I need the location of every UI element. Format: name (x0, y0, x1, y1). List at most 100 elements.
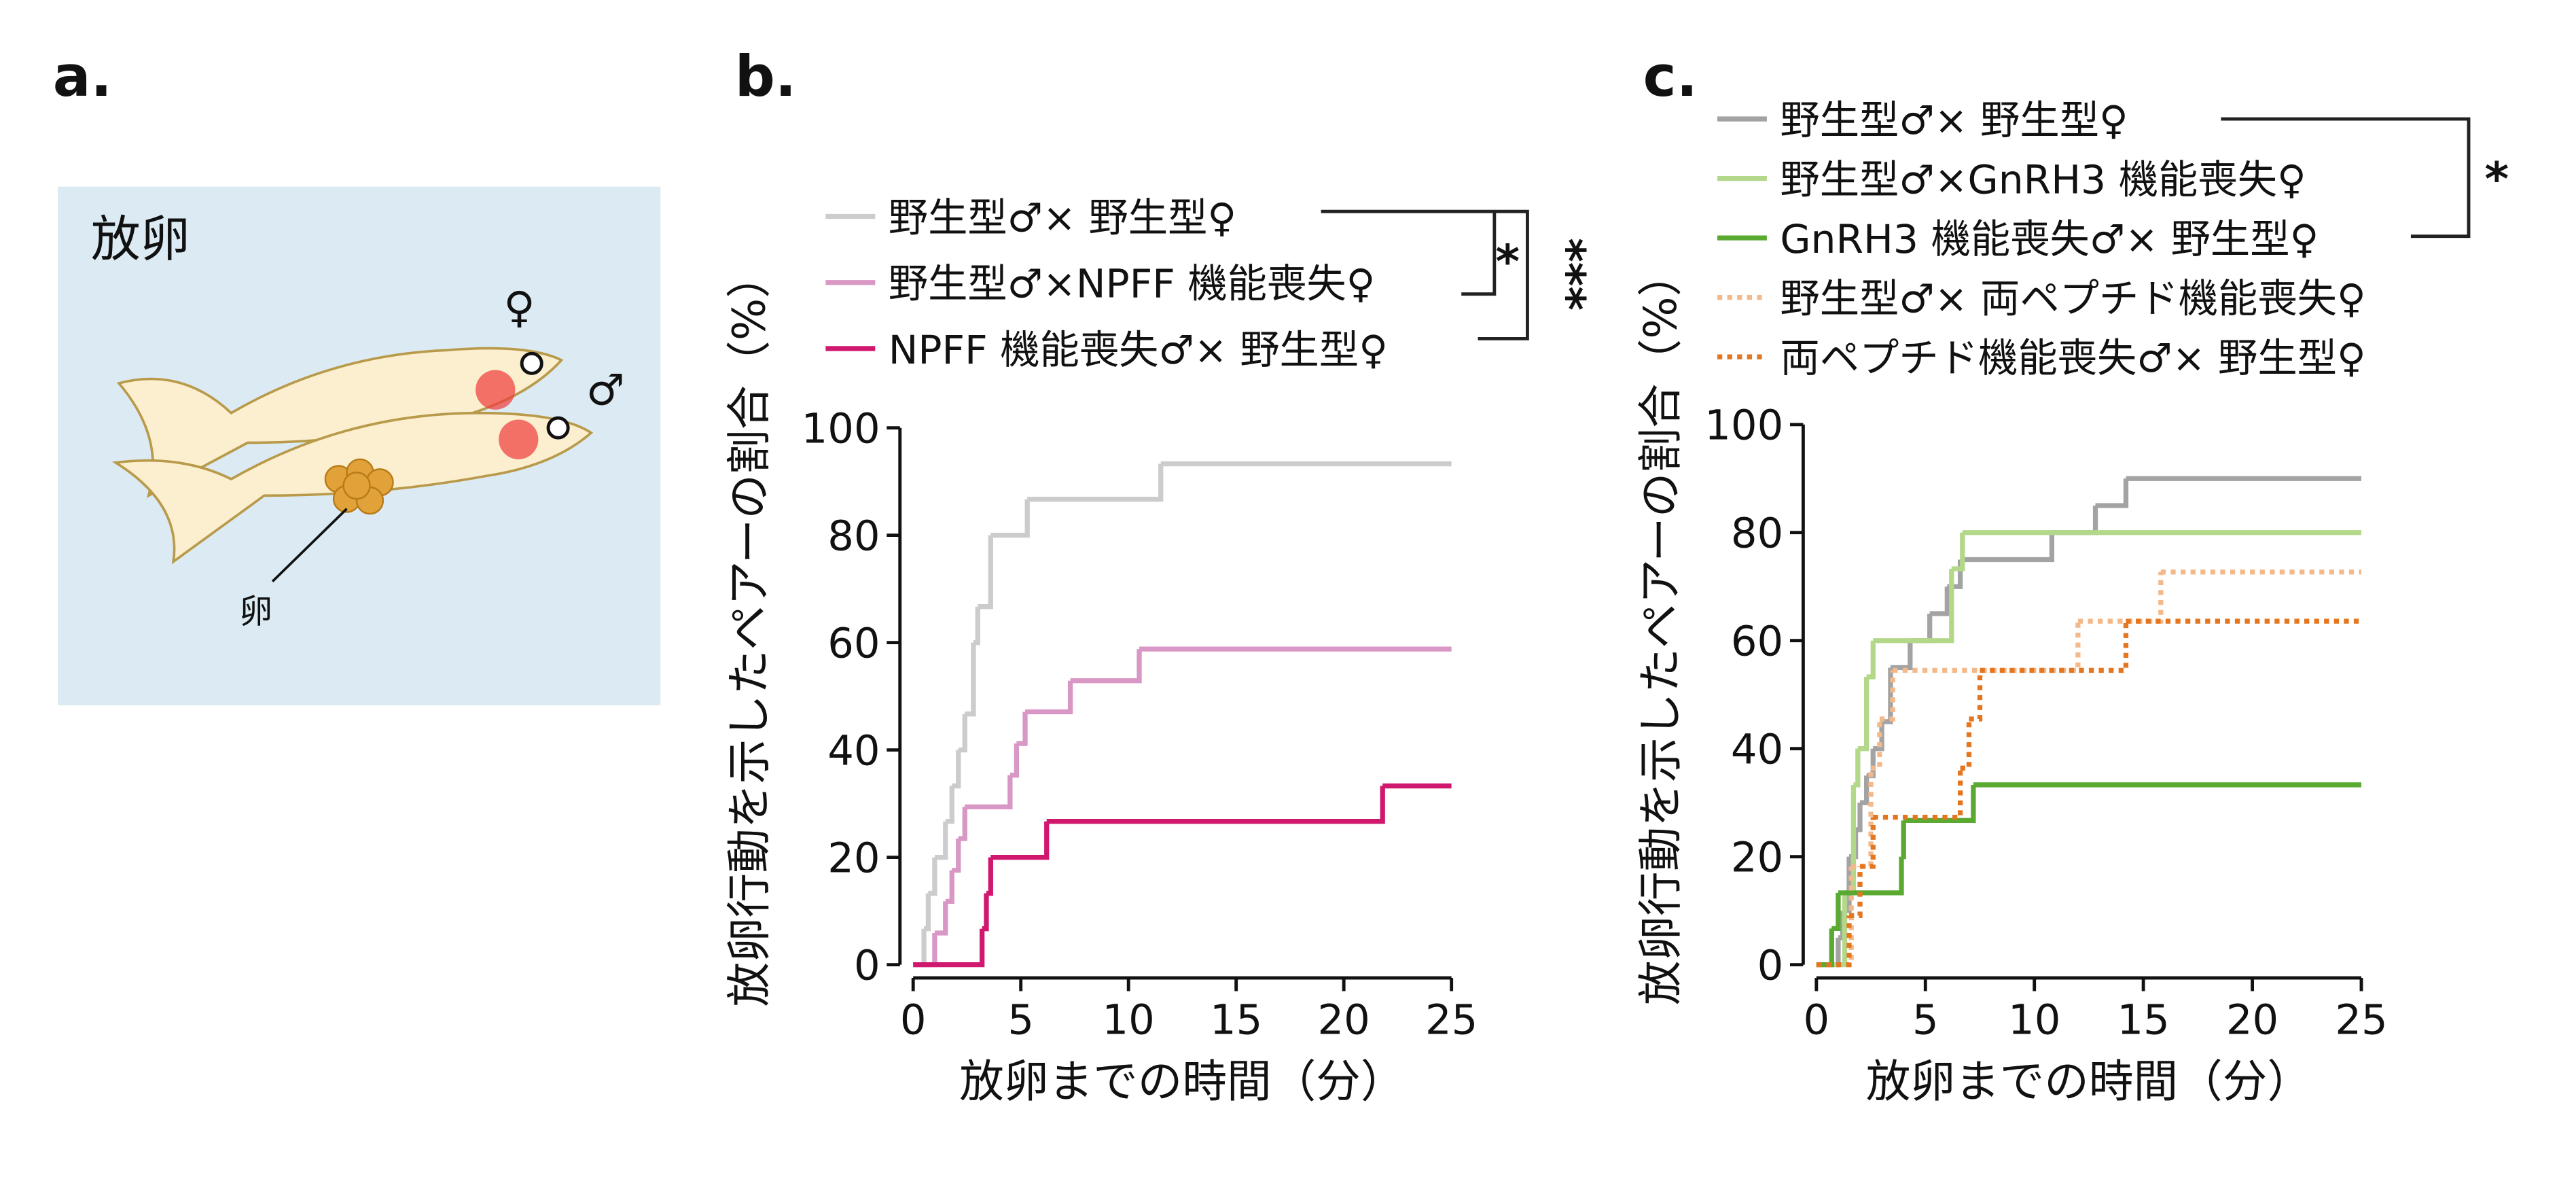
step-segment (1960, 532, 2055, 563)
x-tick-label: 20 (2226, 997, 2278, 1044)
y-tick-label: 100 (1704, 402, 1783, 450)
step-segment (945, 870, 954, 904)
y-tick-label: 40 (827, 728, 880, 775)
eye (546, 416, 570, 440)
legend-label: 野生型♂× 両ペプチド機能喪失♀ (1780, 275, 2365, 321)
step-segment (1816, 937, 1841, 968)
step-segment (1016, 711, 1028, 746)
y-axis-label: 放卵行動を示したペアーの割合（%） (723, 253, 775, 1006)
y-tick-label: 60 (827, 620, 880, 668)
step-segment (1853, 748, 1861, 788)
blush (499, 419, 539, 459)
step-segment (1903, 784, 1976, 824)
step-segment (1910, 613, 1933, 644)
step-segment (1879, 670, 1895, 722)
x-tick-label: 10 (1103, 997, 1155, 1044)
step-segment (934, 901, 948, 936)
step-segment (2077, 571, 2164, 624)
step-segment (958, 807, 967, 841)
step-segment (1009, 743, 1020, 778)
y-tick-label: 0 (854, 943, 880, 990)
step-segment (1873, 721, 1884, 752)
bracket (2221, 117, 2471, 239)
brackets (1321, 117, 2471, 340)
step-segment (1866, 748, 1876, 779)
y-tick-label: 20 (827, 835, 880, 883)
step-segment (945, 786, 954, 824)
step-segment (1831, 892, 1841, 932)
step-segment (965, 775, 1013, 810)
step-segment (1855, 803, 1863, 832)
step-segment (1816, 928, 1834, 968)
x-tick-label: 5 (1007, 997, 1034, 1044)
step-segment (952, 750, 961, 789)
significance: *** (1541, 238, 1594, 311)
step-segment (2052, 505, 2098, 535)
step-segment (1882, 667, 1893, 724)
fish-female (116, 347, 564, 498)
x-axis-label: 放卵までの時間（分） (959, 1056, 1405, 1108)
step-segment (1860, 817, 1876, 869)
step-segment (1871, 718, 1882, 771)
step-segment (924, 893, 931, 932)
bracket (1461, 211, 1497, 296)
y-tick-label: 80 (1731, 510, 1783, 558)
legend-label: GnRH3 機能喪失♂× 野生型♀ (1780, 216, 2319, 262)
x-tick-label: 0 (1804, 997, 1830, 1044)
step-segment (1951, 532, 1965, 571)
x-tick-label: 15 (2117, 997, 2169, 1044)
legend-label: 野生型♂×GnRH3 機能喪失♀ (1780, 156, 2306, 203)
male-symbol: ♂ (586, 365, 625, 415)
x-tick-label: 25 (2335, 997, 2387, 1044)
step-segment (1860, 775, 1870, 805)
step-segment (1070, 649, 1142, 684)
legend-label: 野生型♂× 野生型♀ (889, 194, 1236, 241)
step-segment (2095, 478, 2129, 508)
y-tick-label: 80 (827, 513, 880, 561)
step-segment (982, 893, 989, 932)
x-tick-label: 25 (1425, 997, 1478, 1044)
y-tick-label: 20 (1731, 834, 1783, 882)
illustration: 放卵 卵 ♀ ♂ (58, 186, 661, 705)
y-tick-label: 60 (1731, 618, 1783, 666)
step-segment (990, 499, 1030, 538)
step-segment (1848, 866, 1863, 918)
y-tick-label: 0 (1757, 943, 1784, 990)
step-segment (990, 821, 1050, 860)
step-segment (1901, 820, 1906, 860)
blush (476, 370, 516, 410)
step-segment (1890, 640, 1913, 671)
step-segment (1816, 915, 1852, 968)
step-segment (1980, 621, 2129, 673)
step-segment (1960, 718, 1972, 771)
step-segment (952, 838, 961, 873)
step-segment (913, 928, 985, 968)
step-segment (1873, 768, 1963, 820)
x-axis-label: 放卵までの時間（分） (1866, 1056, 2312, 1108)
x-tick-label: 0 (900, 997, 927, 1044)
x-tick-label: 10 (2008, 997, 2060, 1044)
step-segment (973, 606, 980, 646)
x-tick-label: 15 (1210, 997, 1262, 1044)
legend-label: NPFF 機能喪失♂× 野生型♀ (889, 327, 1388, 373)
step-segment (1027, 463, 1164, 502)
step-segment (1866, 640, 1876, 680)
eggs (324, 458, 394, 515)
step-segment (1969, 670, 1983, 722)
step-segment (965, 642, 976, 717)
egg-pointer (271, 508, 348, 582)
legend-label: 両ペプチド機能喪失♂× 野生型♀ (1780, 335, 2365, 381)
x-tick-label: 20 (1318, 997, 1370, 1044)
step-segment (1873, 568, 1954, 644)
legend-label: 野生型♂×NPFF 機能喪失♀ (889, 261, 1376, 307)
step-segment (1046, 786, 1385, 824)
y-tick-label: 40 (1731, 726, 1783, 774)
step-segment (1025, 680, 1073, 715)
bracket (1321, 209, 1529, 340)
legend-label: 野生型♂× 野生型♀ (1780, 97, 2128, 143)
step-segment (958, 714, 967, 753)
step-segment (1857, 676, 1870, 752)
step-segment (928, 857, 937, 896)
egg-label: 卵 (239, 593, 272, 631)
significance: * (2485, 153, 2509, 207)
